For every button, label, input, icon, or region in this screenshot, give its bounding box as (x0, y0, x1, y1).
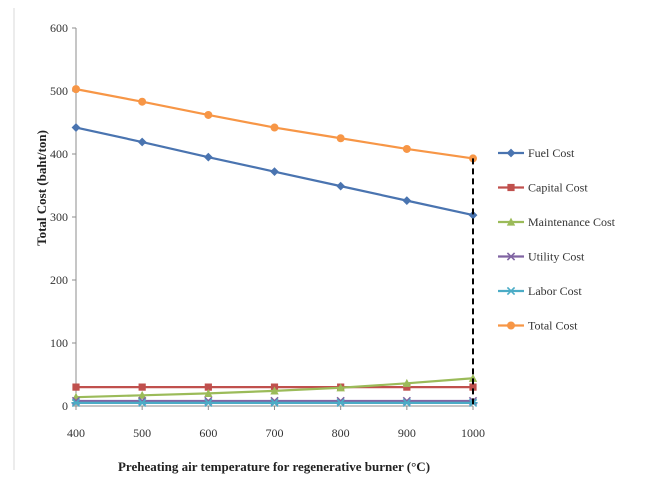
data-point-maintenance-cost (468, 373, 478, 382)
data-point-total-cost (72, 85, 80, 94)
legend-swatch-marker (506, 252, 516, 261)
legend-item-fuel-cost: Fuel Cost (498, 146, 575, 160)
legend-label: Utility Cost (528, 250, 585, 264)
y-tick-label: 400 (50, 147, 68, 161)
data-point-maintenance-cost (137, 390, 147, 399)
data-point-labor-cost (203, 398, 213, 408)
data-point-labor-cost (402, 398, 412, 408)
data-point-capital-cost (204, 383, 212, 391)
legend: Fuel Cost Capital Cost Maintenance Cost Uti… (498, 146, 616, 333)
y-tick-label: 100 (50, 336, 68, 350)
data-point-total-cost (204, 110, 213, 119)
data-point-fuel-cost (71, 123, 81, 132)
legend-item-maintenance-cost: Maintenance Cost (498, 215, 616, 229)
legend-item-labor-cost: Labor Cost (498, 284, 582, 298)
data-point-labor-cost (336, 398, 346, 408)
x-tick-label: 800 (332, 426, 350, 440)
y-tick-label: 600 (50, 21, 68, 35)
y-tick-label: 0 (62, 399, 68, 413)
legend-label: Labor Cost (528, 284, 582, 298)
x-axis-title: Preheating air temperature for regenerat… (118, 459, 430, 474)
legend-swatch-marker (506, 286, 516, 296)
data-point-capital-cost (72, 383, 80, 391)
legend-label: Maintenance Cost (528, 215, 616, 229)
x-tick-label: 900 (398, 426, 416, 440)
y-axis-title: Total Cost (baht/ton) (34, 130, 49, 246)
legend-swatch-marker (506, 217, 516, 226)
data-point-labor-cost (269, 398, 280, 408)
data-point-labor-cost (137, 398, 147, 408)
legend-label: Capital Cost (528, 181, 588, 195)
data-point-total-cost (138, 97, 147, 106)
legend-swatch-marker (506, 148, 516, 158)
legend-item-utility-cost: Utility Cost (498, 250, 585, 264)
y-tick-label: 300 (50, 210, 68, 224)
data-point-fuel-cost (203, 152, 213, 162)
data-point-maintenance-cost (204, 389, 213, 397)
legend-item-capital-cost: Capital Cost (498, 181, 588, 195)
y-tick-label: 500 (50, 84, 68, 98)
data-point-capital-cost (138, 383, 146, 391)
data-point-total-cost (402, 144, 411, 153)
data-point-maintenance-cost (402, 378, 412, 387)
x-tick-label: 700 (266, 426, 284, 440)
data-point-fuel-cost (336, 181, 346, 191)
data-point-total-cost (270, 123, 279, 132)
data-point-capital-cost (469, 383, 477, 391)
legend-item-total-cost: Total Cost (498, 319, 578, 333)
data-point-fuel-cost (468, 210, 478, 220)
data-point-fuel-cost (402, 196, 412, 206)
data-point-total-cost (336, 134, 345, 143)
legend-swatch-marker (507, 183, 515, 192)
legend-swatch-marker (507, 321, 515, 330)
data-point-fuel-cost (270, 167, 279, 177)
data-point-maintenance-cost (336, 383, 345, 392)
y-tick-label: 200 (50, 273, 68, 287)
data-point-capital-cost (403, 383, 411, 391)
x-tick-label: 600 (199, 426, 217, 440)
data-point-labor-cost (71, 398, 81, 408)
plot-area: 0 100 200 300 400 500 600 400 500 600 700 800 900 100… (50, 21, 485, 440)
x-tick-label: 400 (67, 426, 85, 440)
x-tick-label: 1000 (461, 426, 485, 440)
legend-label: Fuel Cost (528, 146, 575, 160)
legend-label: Total Cost (528, 319, 578, 333)
x-tick-label: 500 (133, 426, 151, 440)
data-point-maintenance-cost (270, 386, 279, 395)
data-point-fuel-cost (137, 137, 147, 147)
